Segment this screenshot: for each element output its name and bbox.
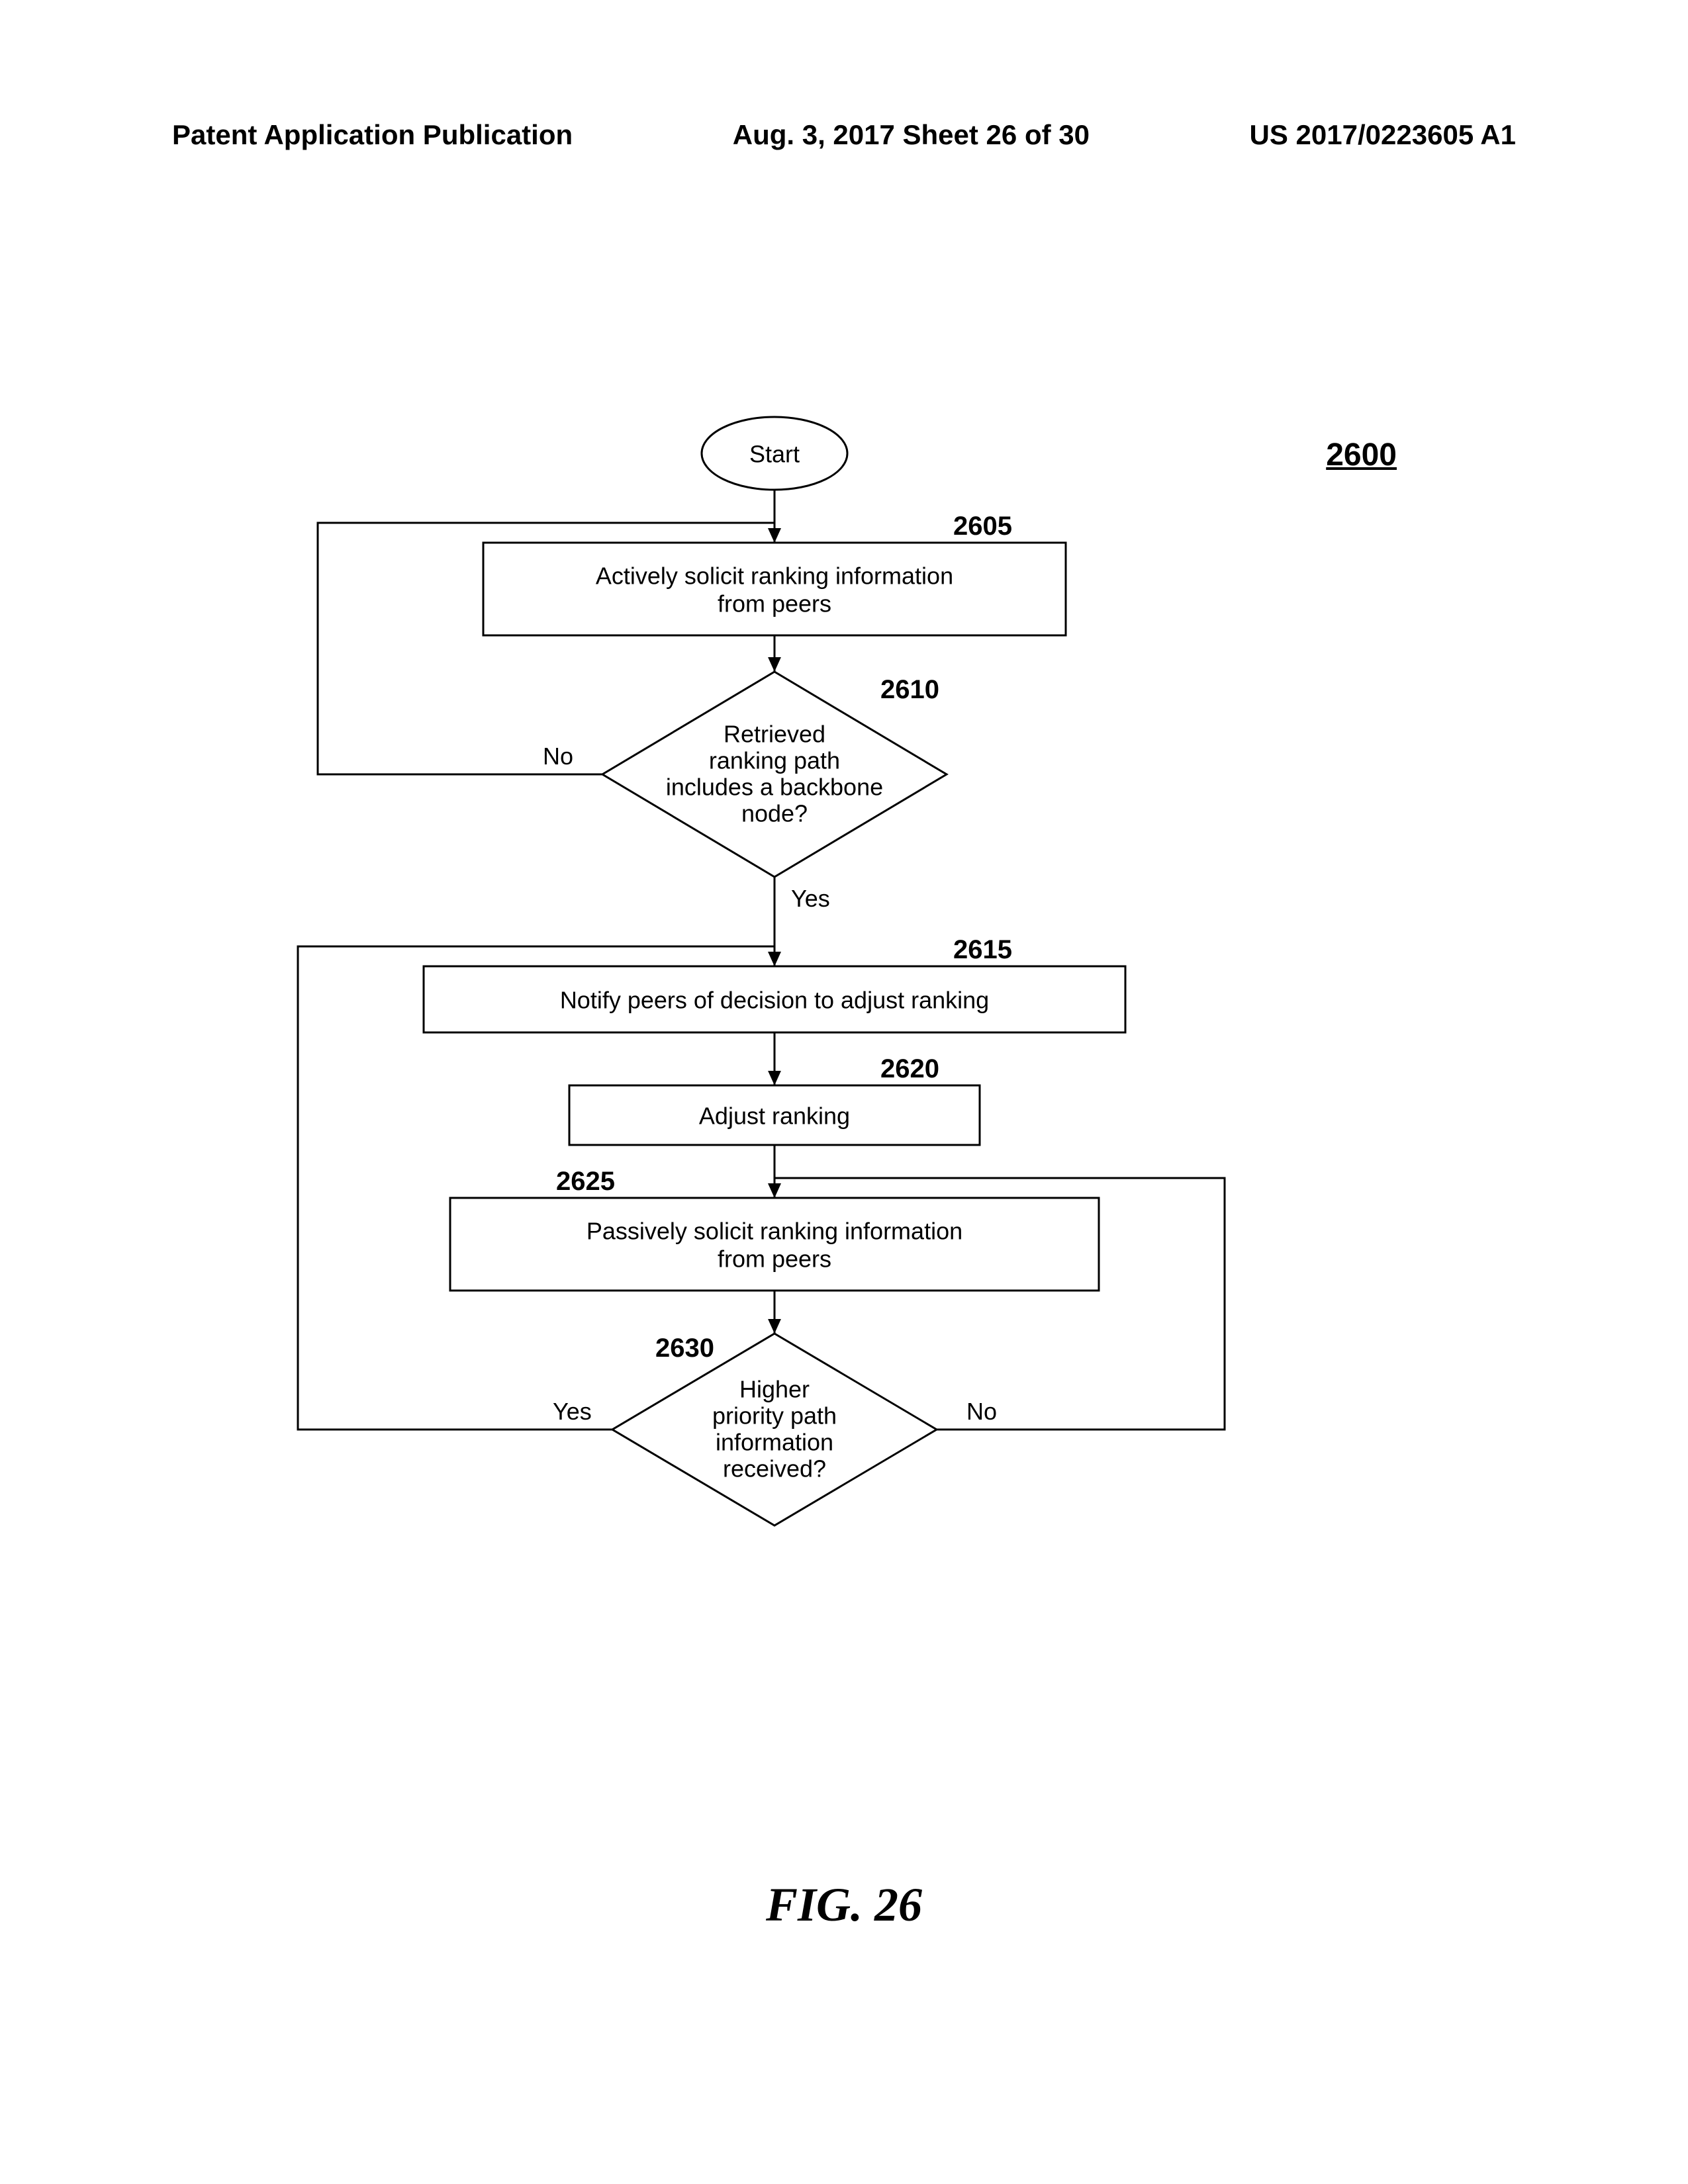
svg-text:No: No	[966, 1398, 997, 1425]
flowchart-svg: Start Actively solicit ranking informatio…	[0, 0, 1688, 2184]
svg-text:2615: 2615	[953, 935, 1012, 964]
svg-text:Actively solicit ranking infor: Actively solicit ranking information	[596, 563, 953, 590]
svg-text:received?: received?	[723, 1455, 826, 1482]
svg-text:Retrieved: Retrieved	[724, 721, 825, 748]
svg-text:2625: 2625	[556, 1167, 615, 1196]
svg-text:No: No	[543, 743, 573, 770]
svg-text:2610: 2610	[880, 675, 939, 704]
svg-text:Higher: Higher	[739, 1376, 810, 1403]
svg-text:from peers: from peers	[718, 1246, 831, 1273]
svg-text:Adjust ranking: Adjust ranking	[699, 1103, 850, 1130]
svg-text:2620: 2620	[880, 1054, 939, 1083]
svg-text:2605: 2605	[953, 512, 1012, 541]
patent-page: Patent Application Publication Aug. 3, 2…	[0, 0, 1688, 2184]
svg-text:2630: 2630	[655, 1334, 714, 1363]
svg-text:Start: Start	[749, 441, 800, 468]
svg-text:information: information	[716, 1429, 833, 1456]
svg-text:Yes: Yes	[553, 1398, 592, 1425]
svg-text:node?: node?	[741, 800, 808, 827]
svg-text:priority path: priority path	[712, 1402, 837, 1430]
svg-text:Notify peers of decision to ad: Notify peers of decision to adjust ranki…	[560, 987, 989, 1014]
svg-text:ranking path: ranking path	[709, 747, 840, 774]
svg-text:Yes: Yes	[791, 885, 830, 912]
svg-text:from peers: from peers	[718, 590, 831, 617]
svg-text:includes a backbone: includes a backbone	[666, 774, 883, 801]
svg-text:Passively solicit ranking info: Passively solicit ranking information	[586, 1218, 962, 1245]
figure-caption: FIG. 26	[0, 1878, 1688, 1933]
